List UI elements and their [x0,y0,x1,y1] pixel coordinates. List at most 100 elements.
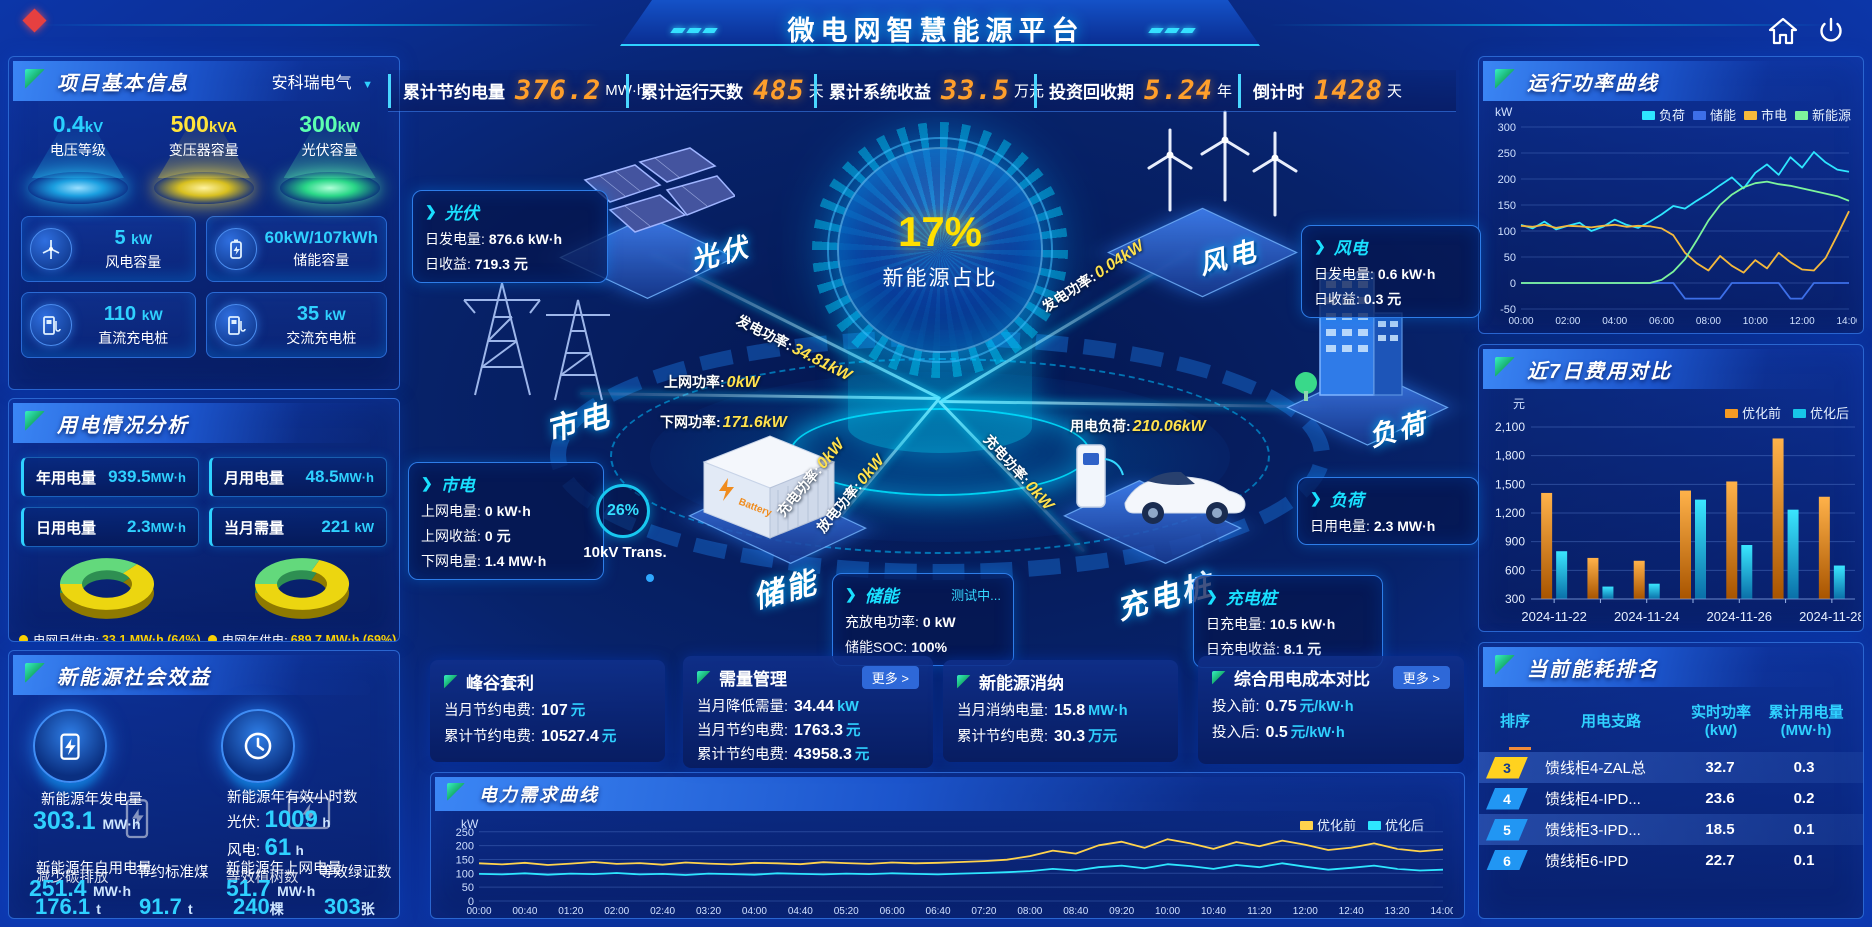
power-icon[interactable] [1814,16,1848,46]
table-row[interactable]: 4 馈线柜4-IPD... 23.6 0.2 [1479,783,1863,814]
svg-text:00:00: 00:00 [466,906,491,917]
pedestal-row: 0.4kV 电压等级 500kVA 变压器容量 300kW 光伏容量 [9,101,399,204]
run-power-legend: 负荷 储能 市电 新能源 [1641,105,1851,124]
dc-charger-tile: 110 kW 直流充电桩 [21,292,196,358]
table-row[interactable]: 3 馈线柜4-ZAL总 32.7 0.3 [1479,752,1863,783]
kpi-bar: 累计节约电量 376.2 MW·h 累计运行天数 485 天 累计系统收益 33.5 万元 … [388,70,1456,112]
certs-value: 303张 [324,894,375,919]
export-value: 51.7 MW·h [226,875,316,901]
svg-text:12:40: 12:40 [1339,906,1364,917]
legend-after[interactable]: 优化后 [1792,403,1849,422]
demand-chart: 0 50 100 150 200 250 00:00 00:40 01:20 02:00 02:40… [445,825,1456,917]
legend-grid-year[interactable]: 电网年供电: 689.7 MW·h (69%) [207,630,396,641]
storage-capacity-tile: 60kW/107kWh 储能容量 [205,216,387,282]
export-label: 新能源年上网电量 [226,861,342,877]
legend-storage[interactable]: 储能 [1692,105,1736,124]
ghost-bolt-card-icon [287,796,331,830]
pedestal-glow [27,172,128,204]
table-row[interactable]: 5 馈线柜3-IPD... 18.5 0.1 [1479,814,1863,845]
legend-load[interactable]: 负荷 [1641,105,1685,124]
gen-value: 303.1 MW·h [33,807,141,835]
storage-node-label: 储能 [749,565,823,615]
coal-value: 91.7 t [139,894,193,919]
ranking-table-body: 3 馈线柜4-ZAL总 32.7 0.3 4 馈线柜4-IPD... 23.6 … [1479,752,1863,870]
cost7-chart: 300 600 900 1,200 1,500 1,800 2,100 2024-11-22 2… [1483,420,1863,627]
cost7-title: 近7日费用对比 [1527,360,1673,383]
legend-before[interactable]: 优化前 [1299,815,1356,834]
wind-turbine-icon [30,228,72,270]
svg-text:0: 0 [1510,278,1516,290]
svg-text:12:00: 12:00 [1293,906,1318,917]
svg-text:100: 100 [1498,226,1516,238]
chevron-right-icon: ❯ [1310,490,1322,506]
transmission-towers-icon [463,282,610,401]
demand-legend: 优化前 优化后 [1299,815,1424,834]
month-demand: 当月需量 221 kW [209,507,387,547]
ac-charger-tile: 35 kW 交流充电桩 [205,292,387,358]
year-donut-chart [222,549,382,627]
svg-text:08:00: 08:00 [1696,316,1721,327]
svg-text:1,200: 1,200 [1495,506,1525,520]
chevron-right-icon: ❯ [421,475,433,491]
social-benefits-header: 新能源社会效益 [13,655,395,695]
gen-label: 新能源年发电量 [41,792,143,808]
more-button[interactable]: 更多 > [1392,666,1450,689]
svg-text:04:40: 04:40 [788,906,813,917]
cost7-panel: 近7日费用对比 元 优化前 优化后 300 600 900 1,200 1,500 1,8… [1478,344,1864,632]
card-corner-icon [1212,670,1226,685]
usage-analysis-panel: 用电情况分析 年用电量 939.5MW·h 月用电量 48.5MW·h 日用电量 2.… [8,398,400,642]
home-icon[interactable] [1766,16,1800,46]
run-power-title: 运行功率曲线 [1527,72,1659,95]
project-info-title: 项目基本信息 [57,72,189,95]
wind-capacity-tile: 5 kW 风电容量 [21,216,196,282]
svg-text:150: 150 [1498,200,1516,212]
svg-text:04:00: 04:00 [1602,316,1627,327]
chevron-down-icon: ▼ [362,79,373,91]
demand-curve-title: 电力需求曲线 [479,785,599,805]
carbon-label: 减少碳排放 [36,870,109,886]
svg-text:1,800: 1,800 [1495,449,1525,463]
legend-before[interactable]: 优化前 [1724,403,1781,422]
rank-badge: 3 [1486,756,1528,779]
svg-text:04:00: 04:00 [742,906,767,917]
month-usage: 月用电量 48.5MW·h [209,457,387,497]
ranking-header: 当前能耗排名 [1483,647,1859,687]
legend-renewable[interactable]: 新能源 [1794,105,1851,124]
self-use-value: 251.4 MW·h [29,875,132,901]
legend-after[interactable]: 优化后 [1367,815,1424,834]
svg-text:02:00: 02:00 [1555,316,1580,327]
svg-text:2024-11-22: 2024-11-22 [1521,609,1587,624]
legend-grid-month[interactable]: 电网月供电: 33.1 MW·h (64%) [19,630,201,641]
table-row[interactable]: 6 馈线柜6-IPD 22.7 0.1 [1479,845,1863,870]
svg-text:2,100: 2,100 [1495,421,1525,434]
scroll-indicator [1509,747,1531,750]
svg-text:10:40: 10:40 [1201,906,1226,917]
svg-text:13:20: 13:20 [1385,906,1410,917]
header-line-right [1270,24,1830,26]
card-corner-icon [444,674,458,689]
rank-badge: 5 [1486,818,1528,841]
svg-text:200: 200 [1498,174,1516,186]
pedestal-glow [153,172,254,204]
page-title: 微电网智慧能源平台 [787,16,1085,46]
cost-comparison-card: 综合用电成本对比 更多 > 投入前: 0.75 元/kW·h 投入后: 0.5 元/kW·… [1198,656,1464,764]
more-button[interactable]: 更多 > [861,666,919,689]
battery-container-icon: Battery [702,435,836,539]
legend-grid[interactable]: 市电 [1743,105,1787,124]
status-badge: 测试中... [951,588,1001,603]
pv-hours: 光伏: 1009 h [227,806,331,833]
hours-pedestal-icon [221,709,295,783]
ranking-panel: 当前能耗排名 排序 用电支路 实时功率 (kW) 累计用电量 (MW·h) 3 馈线… [1478,642,1864,919]
kpi-saved-energy: 累计节约电量 376.2 MW·h [388,73,645,108]
voltage-level: 0.4kV 电压等级 [15,111,141,204]
svg-text:-50: -50 [1500,304,1516,316]
run-power-panel: 运行功率曲线 kW 负荷 储能 市电 新能源 -50 0 50 100 150 200 25… [1478,56,1864,334]
svg-text:02:00: 02:00 [604,906,629,917]
demand-management-card: 需量管理 更多 > 当月降低需量: 34.44 kW 当月节约电费: 1763.3 元 累… [683,656,933,768]
svg-text:02:40: 02:40 [650,906,675,917]
svg-text:06:00: 06:00 [880,906,905,917]
company-dropdown[interactable]: 安科瑞电气 ▼ [271,75,373,92]
kpi-payback: 投资回收期 5.24 年 [1034,73,1238,108]
dc-charger-icon [30,304,72,346]
wind-info-box: ❯ 风电 日发电量: 0.6 kW·h 日收益: 0.3 元 [1301,225,1481,318]
